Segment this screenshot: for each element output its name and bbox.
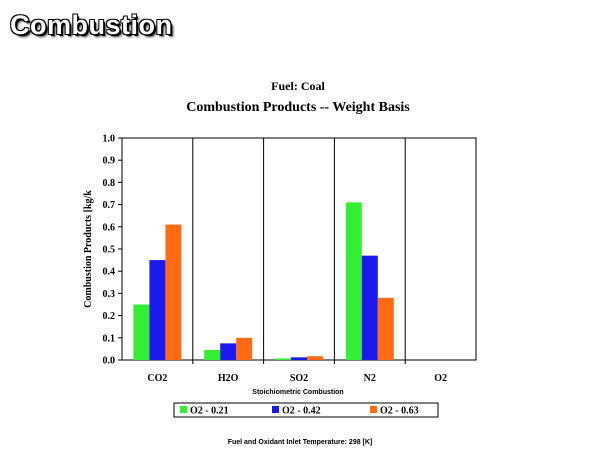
y-tick-label: 0.9: [103, 156, 116, 167]
bar-co2-3: [165, 224, 182, 360]
y-tick-label: 0.7: [103, 200, 116, 211]
bar-co2-1: [133, 304, 150, 360]
bar-h2o-3: [236, 337, 253, 360]
y-tick-label: 0.1: [103, 333, 116, 344]
y-tick-label: 0.8: [103, 178, 116, 189]
x-tick-label: H2O: [218, 373, 239, 384]
bar-so2-1: [275, 358, 291, 360]
y-tick-label: 0.4: [103, 267, 116, 278]
y-tick-label: 0.5: [103, 245, 116, 256]
chart-supertitle: Fuel: Coal: [271, 79, 325, 93]
bar-so2-2: [291, 357, 307, 360]
y-tick-label: 0.2: [103, 311, 116, 322]
bar-n2-3: [377, 297, 394, 360]
y-tick-label: 1.0: [103, 134, 116, 145]
legend-label: O2 - 0.21: [190, 406, 229, 417]
legend-label: O2 - 0.42: [282, 406, 321, 417]
bar-co2-2: [149, 260, 166, 360]
x-axis-label: Stoichiometric Combustion: [252, 389, 343, 396]
x-tick-label: CO2: [147, 373, 167, 384]
bar-n2-2: [361, 255, 378, 360]
y-tick-label: 0.3: [103, 289, 116, 300]
legend-swatch: [180, 406, 187, 413]
y-tick-label: 0.6: [103, 222, 116, 233]
bar-n2-1: [345, 202, 362, 360]
legend-swatch: [370, 406, 377, 413]
chart-title: Combustion Products -- Weight Basis: [186, 100, 410, 115]
x-tick-label: SO2: [290, 373, 308, 384]
bar-so2-3: [307, 356, 323, 360]
chart-footer: Fuel and Oxidant Inlet Temperature: 298 …: [228, 439, 373, 446]
bar-h2o-2: [220, 343, 237, 360]
legend: O2 - 0.21 O2 - 0.42 O2 - 0.63: [173, 402, 439, 418]
y-tick-label: 0.0: [103, 356, 116, 367]
plot-area: 0.0 0.1 0.2 0.3 0.4 0.5 0.6 0.7 0.8 0.9 1.0 CO2 H2O S…: [103, 134, 477, 384]
bar-h2o-1: [204, 350, 221, 360]
legend-label: O2 - 0.63: [380, 406, 419, 417]
y-axis-label: Combustion Products [kg/k: [83, 190, 94, 308]
x-tick-label: N2: [364, 373, 376, 384]
x-tick-label: O2: [434, 373, 447, 384]
legend-swatch: [272, 406, 279, 413]
slide-title: Combustion: [10, 10, 173, 40]
